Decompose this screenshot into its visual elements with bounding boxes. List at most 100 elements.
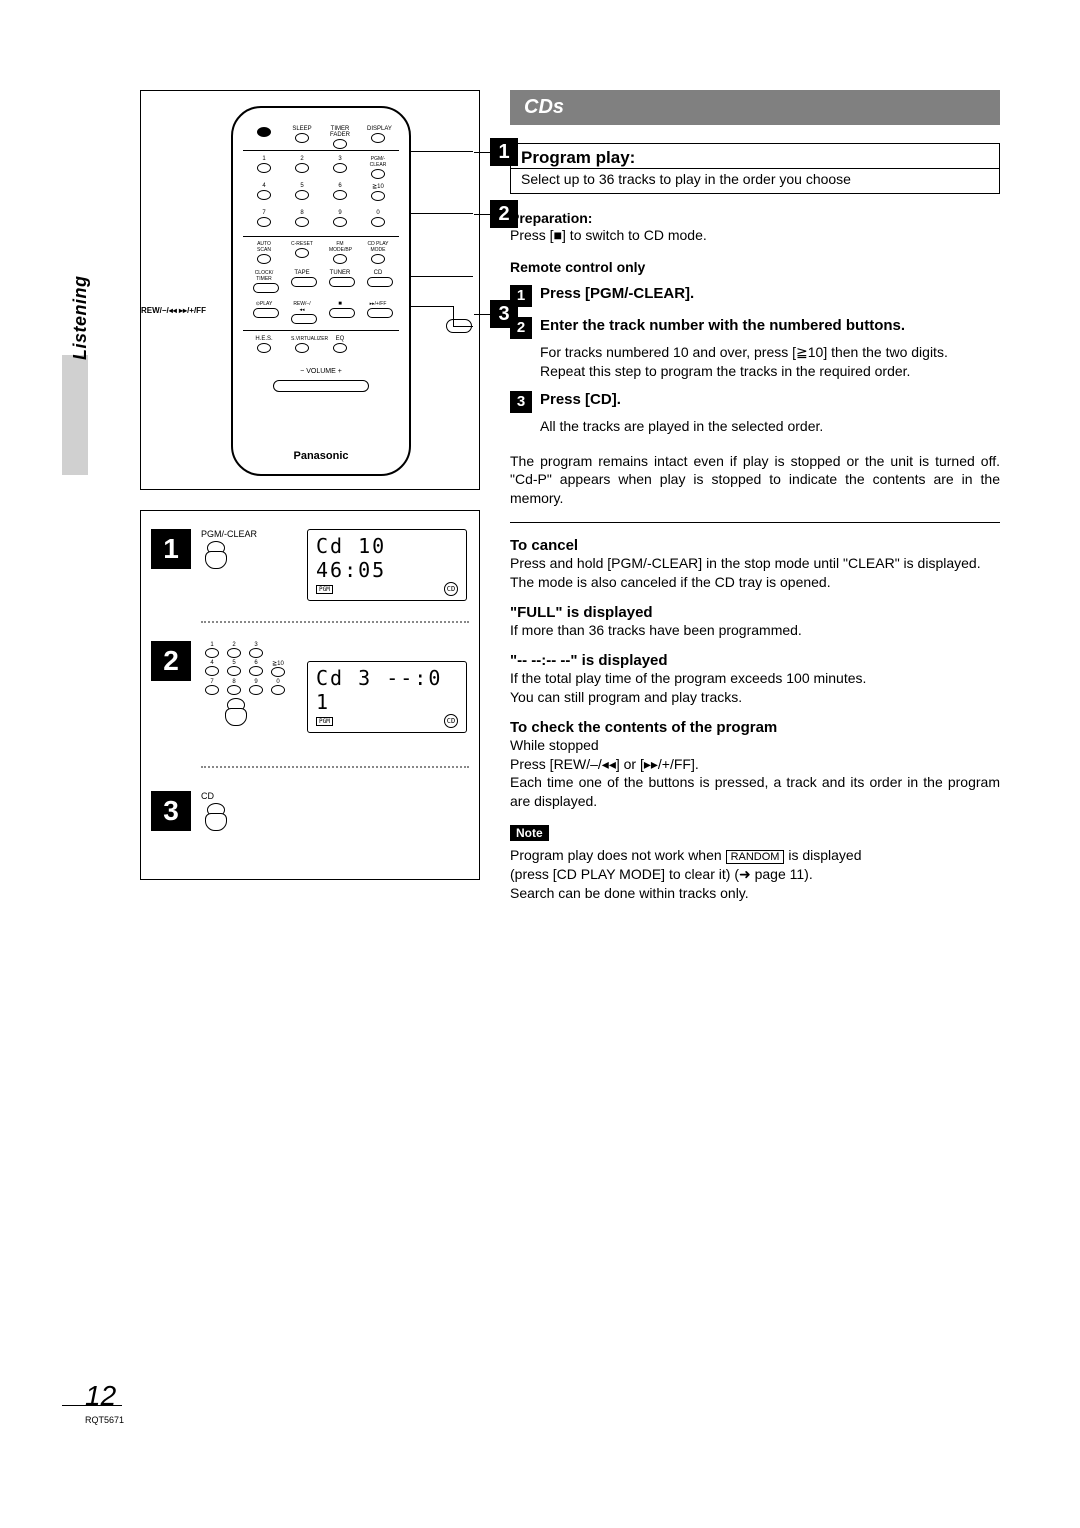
volume-label: − VOLUME + xyxy=(263,368,379,375)
step-desc: Repeat this step to program the tracks i… xyxy=(540,362,1000,381)
steps-diagram: 1 PGM/-CLEAR Cd 10 46:05 PGM CD 2 1 2 3 … xyxy=(140,510,480,880)
dash-heading: "-- --:-- --" is displayed xyxy=(510,652,1000,669)
lcd-text: Cd 3 --:0 1 xyxy=(308,662,466,714)
remote-only-label: Remote control only xyxy=(510,259,1000,275)
right-column: CDs Program play: Select up to 36 tracks… xyxy=(510,90,1000,903)
left-column: REW/−/◂◂ ▸▸/+/FF SLEEP TIMER FADER DISPL… xyxy=(140,90,480,490)
remote-btn-label: 7 xyxy=(253,210,275,216)
press-hand-icon xyxy=(201,803,231,833)
remote-row: H.E.S. S.VIRTUALIZER EQ xyxy=(245,336,397,353)
remote-btn-label: ⊙PLAY xyxy=(253,301,275,307)
full-heading: "FULL" is displayed xyxy=(510,604,1000,621)
remote-btn-label: TIMER FADER xyxy=(329,126,351,138)
note-line-2: (press [CD PLAY MODE] to clear it) (➜ pa… xyxy=(510,865,1000,884)
instruction-step-3: 3 Press [CD]. xyxy=(510,391,1000,413)
random-indicator: RANDOM xyxy=(726,850,785,864)
remote-btn-label: EQ xyxy=(329,336,351,342)
volume-bar xyxy=(273,380,369,392)
document-code: RQT5671 xyxy=(85,1415,124,1425)
body-text: If more than 36 tracks have been program… xyxy=(510,621,1000,640)
note-line-3: Search can be done within tracks only. xyxy=(510,884,1000,903)
remote-btn-label: C-RESET xyxy=(291,241,313,247)
preparation-label: Preparation: xyxy=(510,210,1000,226)
remote-btn-label: PGM/-CLEAR xyxy=(367,156,389,168)
program-title: Program play: xyxy=(511,144,999,169)
remote-btn-label: TAPE xyxy=(291,270,313,276)
check-heading: To check the contents of the program xyxy=(510,719,1000,736)
step-desc: For tracks numbered 10 and over, press [… xyxy=(540,343,1000,362)
cd-indicator: CD xyxy=(444,714,458,728)
remote-btn-label: CLOCK/ TIMER xyxy=(253,270,275,282)
remote-btn-label: ≧10 xyxy=(367,183,389,190)
remote-btn-label: ■ xyxy=(329,301,351,307)
remote-btn-label: AUTO SCAN xyxy=(253,241,275,253)
remote-row: ⊙PLAY REW/−/◂◂ ■ ▸▸/+/FF xyxy=(245,301,397,324)
remote-row: SLEEP TIMER FADER DISPLAY xyxy=(245,126,397,149)
body-text: While stopped xyxy=(510,736,1000,755)
lcd-text: Cd 10 46:05 xyxy=(308,530,466,582)
side-tab xyxy=(62,355,88,475)
step-badge: 2 xyxy=(510,317,532,339)
instruction-step-2: 2 Enter the track number with the number… xyxy=(510,317,1000,339)
step-title: Press [PGM/-CLEAR]. xyxy=(540,285,1000,307)
lcd-display-2: Cd 3 --:0 1 PGM CD xyxy=(307,661,467,733)
press-hand-icon xyxy=(221,698,251,728)
pgm-indicator: PGM xyxy=(316,585,333,594)
step-number: 2 xyxy=(151,641,191,681)
remote-btn-label: 6 xyxy=(329,183,351,189)
remote-btn-label: 5 xyxy=(291,183,313,189)
remote-btn-label: REW/−/◂◂ xyxy=(291,301,313,313)
pgm-indicator: PGM xyxy=(316,717,333,726)
program-subtitle: Select up to 36 tracks to play in the or… xyxy=(511,169,999,193)
separator-dots xyxy=(201,766,469,768)
paragraph: The program remains intact even if play … xyxy=(510,452,1000,509)
step-badge: 3 xyxy=(510,391,532,413)
note-label: Note xyxy=(510,825,549,841)
body-text: Press [REW/–/◂◂] or [▸▸/+/FF]. xyxy=(510,755,1000,774)
step-number: 3 xyxy=(151,791,191,831)
remote-body: SLEEP TIMER FADER DISPLAY 1 2 3 PGM/-CLE… xyxy=(231,106,411,476)
body-text: Each time one of the buttons is pressed,… xyxy=(510,773,1000,811)
number-keypad: 1 2 3 4 5 6 ≧10 7 8 9 0 xyxy=(201,641,301,696)
brand-logo: Panasonic xyxy=(233,450,409,462)
program-play-box: Program play: Select up to 36 tracks to … xyxy=(510,143,1000,194)
step-title: Enter the track number with the numbered… xyxy=(540,317,1000,339)
remote-btn-label: S.VIRTUALIZER xyxy=(291,336,313,342)
remote-btn-label: 1 xyxy=(253,156,275,162)
remote-row: CLOCK/ TIMER TAPE TUNER CD xyxy=(245,270,397,293)
remote-btn-label: SLEEP xyxy=(291,126,313,132)
remote-btn-label: CD xyxy=(367,270,389,276)
cancel-heading: To cancel xyxy=(510,537,1000,554)
step-badge: 1 xyxy=(510,285,532,307)
instruction-step-1: 1 Press [PGM/-CLEAR]. xyxy=(510,285,1000,307)
separator-dots xyxy=(201,621,469,623)
remote-btn-label: H.E.S. xyxy=(253,336,275,342)
remote-btn-label: FM MODE/BP xyxy=(329,241,351,253)
body-text: Press and hold [PGM/-CLEAR] in the stop … xyxy=(510,554,1000,573)
remote-btn-label: 3 xyxy=(329,156,351,162)
side-label: Listening xyxy=(70,276,91,361)
lcd-display-1: Cd 10 46:05 PGM CD xyxy=(307,529,467,601)
remote-btn-label: 2 xyxy=(291,156,313,162)
section-header: CDs xyxy=(510,90,1000,125)
step-title: Press [CD]. xyxy=(540,391,1000,413)
diagram-step-3: 3 CD xyxy=(141,781,479,833)
page-number: 12 xyxy=(85,1380,116,1412)
remote-btn-label: TUNER xyxy=(329,270,351,276)
remote-row: 1 2 3 PGM/-CLEAR xyxy=(245,156,397,179)
body-text: The mode is also canceled if the CD tray… xyxy=(510,573,1000,592)
note-line-1: Program play does not work when RANDOM i… xyxy=(510,846,1000,865)
preparation-text: Press [■] to switch to CD mode. xyxy=(510,226,1000,245)
step-number: 1 xyxy=(151,529,191,569)
rew-ff-label: REW/−/◂◂ ▸▸/+/FF xyxy=(141,306,206,315)
body-text: You can still program and play tracks. xyxy=(510,688,1000,707)
remote-btn-label: 9 xyxy=(329,210,351,216)
divider xyxy=(510,522,1000,523)
press-hand-icon xyxy=(201,541,231,571)
remote-row: 4 5 6 ≧10 xyxy=(245,183,397,201)
remote-btn-label: 0 xyxy=(367,210,389,216)
remote-row: AUTO SCAN C-RESET FM MODE/BP CD PLAY MOD… xyxy=(245,241,397,264)
remote-btn-label: 8 xyxy=(291,210,313,216)
remote-btn-label: CD PLAY MODE xyxy=(367,241,389,253)
cd-label: CD xyxy=(201,791,479,801)
